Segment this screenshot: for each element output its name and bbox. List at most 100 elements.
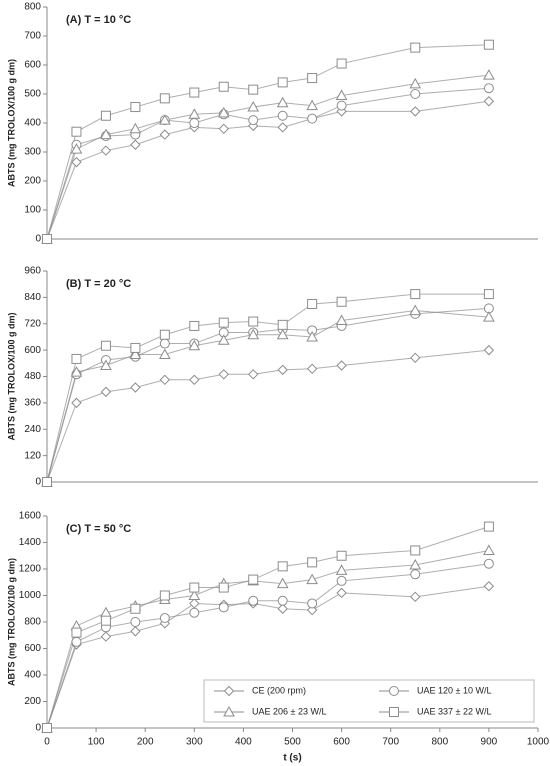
marker	[70, 366, 83, 377]
y-tick-label: 200	[24, 696, 41, 707]
x-tick-label: 100	[88, 737, 105, 748]
marker	[276, 577, 289, 589]
marker	[409, 304, 422, 316]
marker	[277, 603, 288, 614]
marker	[483, 581, 495, 592]
y-tick-label: 500	[24, 89, 41, 100]
x-tick-label: 300	[186, 737, 203, 748]
marker	[307, 113, 318, 124]
marker	[189, 87, 200, 98]
marker	[189, 607, 200, 618]
y-tick-label: 600	[24, 345, 41, 356]
series-line	[46, 349, 489, 483]
marker	[277, 122, 288, 133]
marker	[277, 319, 288, 330]
y-tick-label: 0	[35, 477, 41, 488]
marker	[42, 477, 52, 487]
y-tick-label: 800	[24, 617, 41, 628]
x-tick-label: 900	[481, 737, 498, 748]
marker	[247, 328, 260, 340]
y-tick-label: 1400	[19, 537, 42, 548]
marker	[159, 338, 170, 349]
marker	[336, 587, 347, 599]
marker	[71, 353, 82, 364]
y-axis-label: ABTS (mg TROLOX/100 g dm)	[6, 558, 16, 686]
marker	[42, 723, 52, 733]
marker	[335, 564, 348, 575]
legend-box	[203, 679, 535, 723]
series-line	[46, 100, 489, 240]
marker	[483, 39, 494, 50]
legend-marker	[223, 685, 235, 697]
y-tick-label: 720	[24, 318, 41, 329]
y-tick-label: 0	[35, 234, 41, 245]
marker	[129, 348, 142, 360]
x-axis-label: t (s)	[283, 753, 301, 764]
marker	[276, 328, 289, 340]
series-line	[46, 293, 489, 483]
legend-marker	[223, 705, 235, 717]
y-tick-label: 800	[24, 2, 41, 13]
y-tick-label: 480	[24, 371, 41, 382]
marker	[71, 156, 82, 168]
marker	[335, 314, 348, 325]
marker	[248, 595, 259, 606]
y-tick-label: 0	[35, 723, 41, 734]
marker	[483, 311, 495, 322]
marker	[336, 360, 347, 371]
marker	[189, 374, 200, 386]
marker	[410, 545, 421, 556]
marker	[100, 359, 112, 371]
y-tick-label: 1600	[19, 511, 42, 522]
marker	[189, 118, 200, 128]
y-tick-label: 960	[24, 266, 41, 277]
marker	[307, 598, 318, 609]
marker	[159, 590, 170, 601]
legend-marker	[389, 686, 399, 696]
x-tick-label: 400	[235, 737, 252, 748]
marker	[100, 631, 112, 642]
marker	[248, 316, 259, 327]
y-tick-label: 300	[24, 147, 41, 158]
marker	[42, 234, 52, 244]
marker	[71, 397, 82, 409]
x-tick-label: 800	[431, 737, 448, 748]
marker	[483, 344, 495, 356]
marker	[483, 69, 495, 80]
y-tick-label: 400	[24, 670, 41, 681]
marker	[336, 296, 347, 307]
marker	[100, 386, 112, 398]
marker	[410, 289, 421, 300]
x-tick-label: 0	[44, 737, 50, 748]
marker	[247, 101, 260, 112]
marker	[100, 110, 111, 121]
marker	[277, 77, 288, 88]
marker	[217, 106, 230, 118]
legend-label: UAE 337 ± 22 W/L	[417, 706, 491, 716]
marker	[409, 558, 422, 570]
marker	[189, 320, 200, 331]
marker	[218, 369, 229, 380]
marker	[306, 363, 318, 375]
marker	[410, 106, 421, 117]
marker	[335, 89, 348, 100]
y-tick-label: 1200	[19, 564, 42, 575]
marker	[277, 110, 288, 121]
marker	[189, 598, 200, 609]
marker	[218, 582, 229, 593]
marker	[159, 93, 170, 104]
marker	[71, 627, 82, 638]
marker	[158, 348, 171, 360]
marker	[483, 558, 494, 569]
marker	[248, 369, 259, 380]
marker	[218, 123, 229, 135]
x-tick-label: 1000	[527, 737, 550, 748]
legend-marker	[389, 707, 399, 717]
marker	[483, 289, 494, 300]
marker	[307, 557, 318, 568]
legend-label: UAE 120 ± 10 W/L	[417, 685, 491, 695]
marker	[336, 58, 347, 69]
panel-title: (B) T = 20 °C	[66, 278, 131, 290]
marker	[276, 96, 289, 108]
marker	[158, 114, 171, 125]
